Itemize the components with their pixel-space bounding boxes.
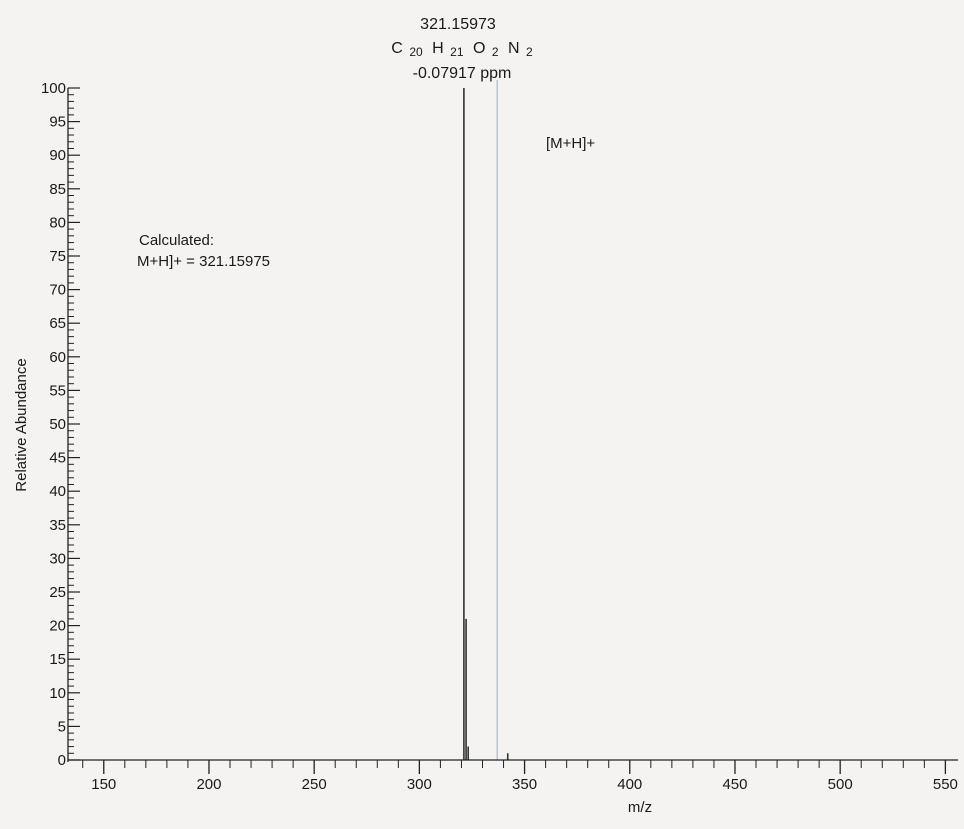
x-tick-label: 500 [828,776,853,793]
formula-element-c: C [391,40,403,57]
y-tick-label: 0 [58,752,66,769]
formula-sub-o: 2 [492,45,499,59]
y-tick-label: 55 [49,382,66,399]
y-tick-label: 10 [49,685,66,702]
y-tick-label: 65 [49,315,66,332]
y-tick-label: 70 [49,282,66,299]
formula-sub-c: 20 [409,45,423,59]
x-tick-label: 150 [91,776,116,793]
formula-sub-h: 21 [450,45,464,59]
ppm-annotation: -0.07917 ppm [413,65,512,82]
x-tick-label: 300 [407,776,432,793]
y-tick-label: 35 [49,517,66,534]
y-axis-label: Relative Abundance [13,358,30,491]
formula-annotation: C 20 H 21 O 2 N 2 [391,40,533,60]
ion-label-annotation: [M+H]+ [546,135,595,152]
y-tick-label: 15 [49,651,66,668]
y-tick-label: 75 [49,248,66,265]
x-tick-label: 350 [512,776,537,793]
y-tick-label: 85 [49,181,66,198]
y-tick-label: 45 [49,450,66,467]
peak-mass-annotation: 321.15973 [420,16,496,33]
y-tick-label: 95 [49,114,66,131]
formula-element-o: O [473,40,485,57]
x-tick-label: 250 [302,776,327,793]
calculated-value: M+H]+ = 321.15975 [137,253,270,270]
y-tick-label: 20 [49,618,66,635]
x-tick-label: 450 [722,776,747,793]
y-tick-label: 5 [58,718,66,735]
calculated-label: Calculated: [139,232,214,249]
y-tick-label: 60 [49,349,66,366]
x-tick-label: 400 [617,776,642,793]
y-tick-label: 100 [41,80,66,97]
x-tick-label: 550 [933,776,958,793]
y-tick-label: 90 [49,147,66,164]
formula-sub-n: 2 [526,45,533,59]
y-tick-label: 25 [49,584,66,601]
y-tick-label: 80 [49,214,66,231]
x-axis-label: m/z [628,799,652,816]
y-tick-label: 50 [49,416,66,433]
formula-element-n: N [508,40,520,57]
x-tick-label: 200 [196,776,221,793]
formula-element-h: H [432,40,444,57]
y-tick-label: 30 [49,550,66,567]
y-tick-label: 40 [49,483,66,500]
